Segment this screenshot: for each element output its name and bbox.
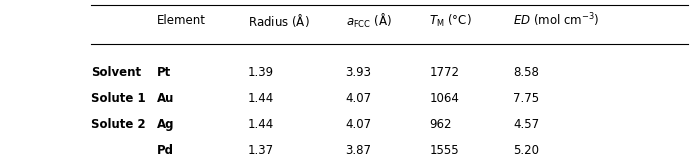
Text: Pd: Pd <box>157 144 174 157</box>
Text: 4.07: 4.07 <box>346 118 371 131</box>
Text: $a_\mathrm{FCC}$ ($\mathrm{\AA}$): $a_\mathrm{FCC}$ ($\mathrm{\AA}$) <box>346 12 392 30</box>
Text: Ag: Ag <box>157 118 174 131</box>
Text: 1.44: 1.44 <box>248 118 274 131</box>
Text: Solute 1: Solute 1 <box>91 92 145 105</box>
Text: Au: Au <box>157 92 174 105</box>
Text: 4.57: 4.57 <box>513 118 539 131</box>
Text: 1555: 1555 <box>429 144 459 157</box>
Text: 8.58: 8.58 <box>513 66 539 79</box>
Text: Solute 2: Solute 2 <box>91 118 145 131</box>
Text: 3.93: 3.93 <box>346 66 371 79</box>
Text: $ED$ (mol cm$^{-3}$): $ED$ (mol cm$^{-3}$) <box>513 12 600 29</box>
Text: 3.87: 3.87 <box>346 144 371 157</box>
Text: Pt: Pt <box>157 66 171 79</box>
Text: 1.37: 1.37 <box>248 144 274 157</box>
Text: Element: Element <box>157 14 206 27</box>
Text: 1.44: 1.44 <box>248 92 274 105</box>
Text: Solvent: Solvent <box>91 66 141 79</box>
Text: 4.07: 4.07 <box>346 92 371 105</box>
Text: 7.75: 7.75 <box>513 92 539 105</box>
Text: 5.20: 5.20 <box>513 144 539 157</box>
Text: 1064: 1064 <box>429 92 459 105</box>
Text: 1772: 1772 <box>429 66 459 79</box>
Text: 962: 962 <box>429 118 452 131</box>
Text: $T_\mathrm{M}$ (°C): $T_\mathrm{M}$ (°C) <box>429 12 472 29</box>
Text: 1.39: 1.39 <box>248 66 274 79</box>
Text: Radius ($\mathrm{\AA}$): Radius ($\mathrm{\AA}$) <box>248 12 309 29</box>
